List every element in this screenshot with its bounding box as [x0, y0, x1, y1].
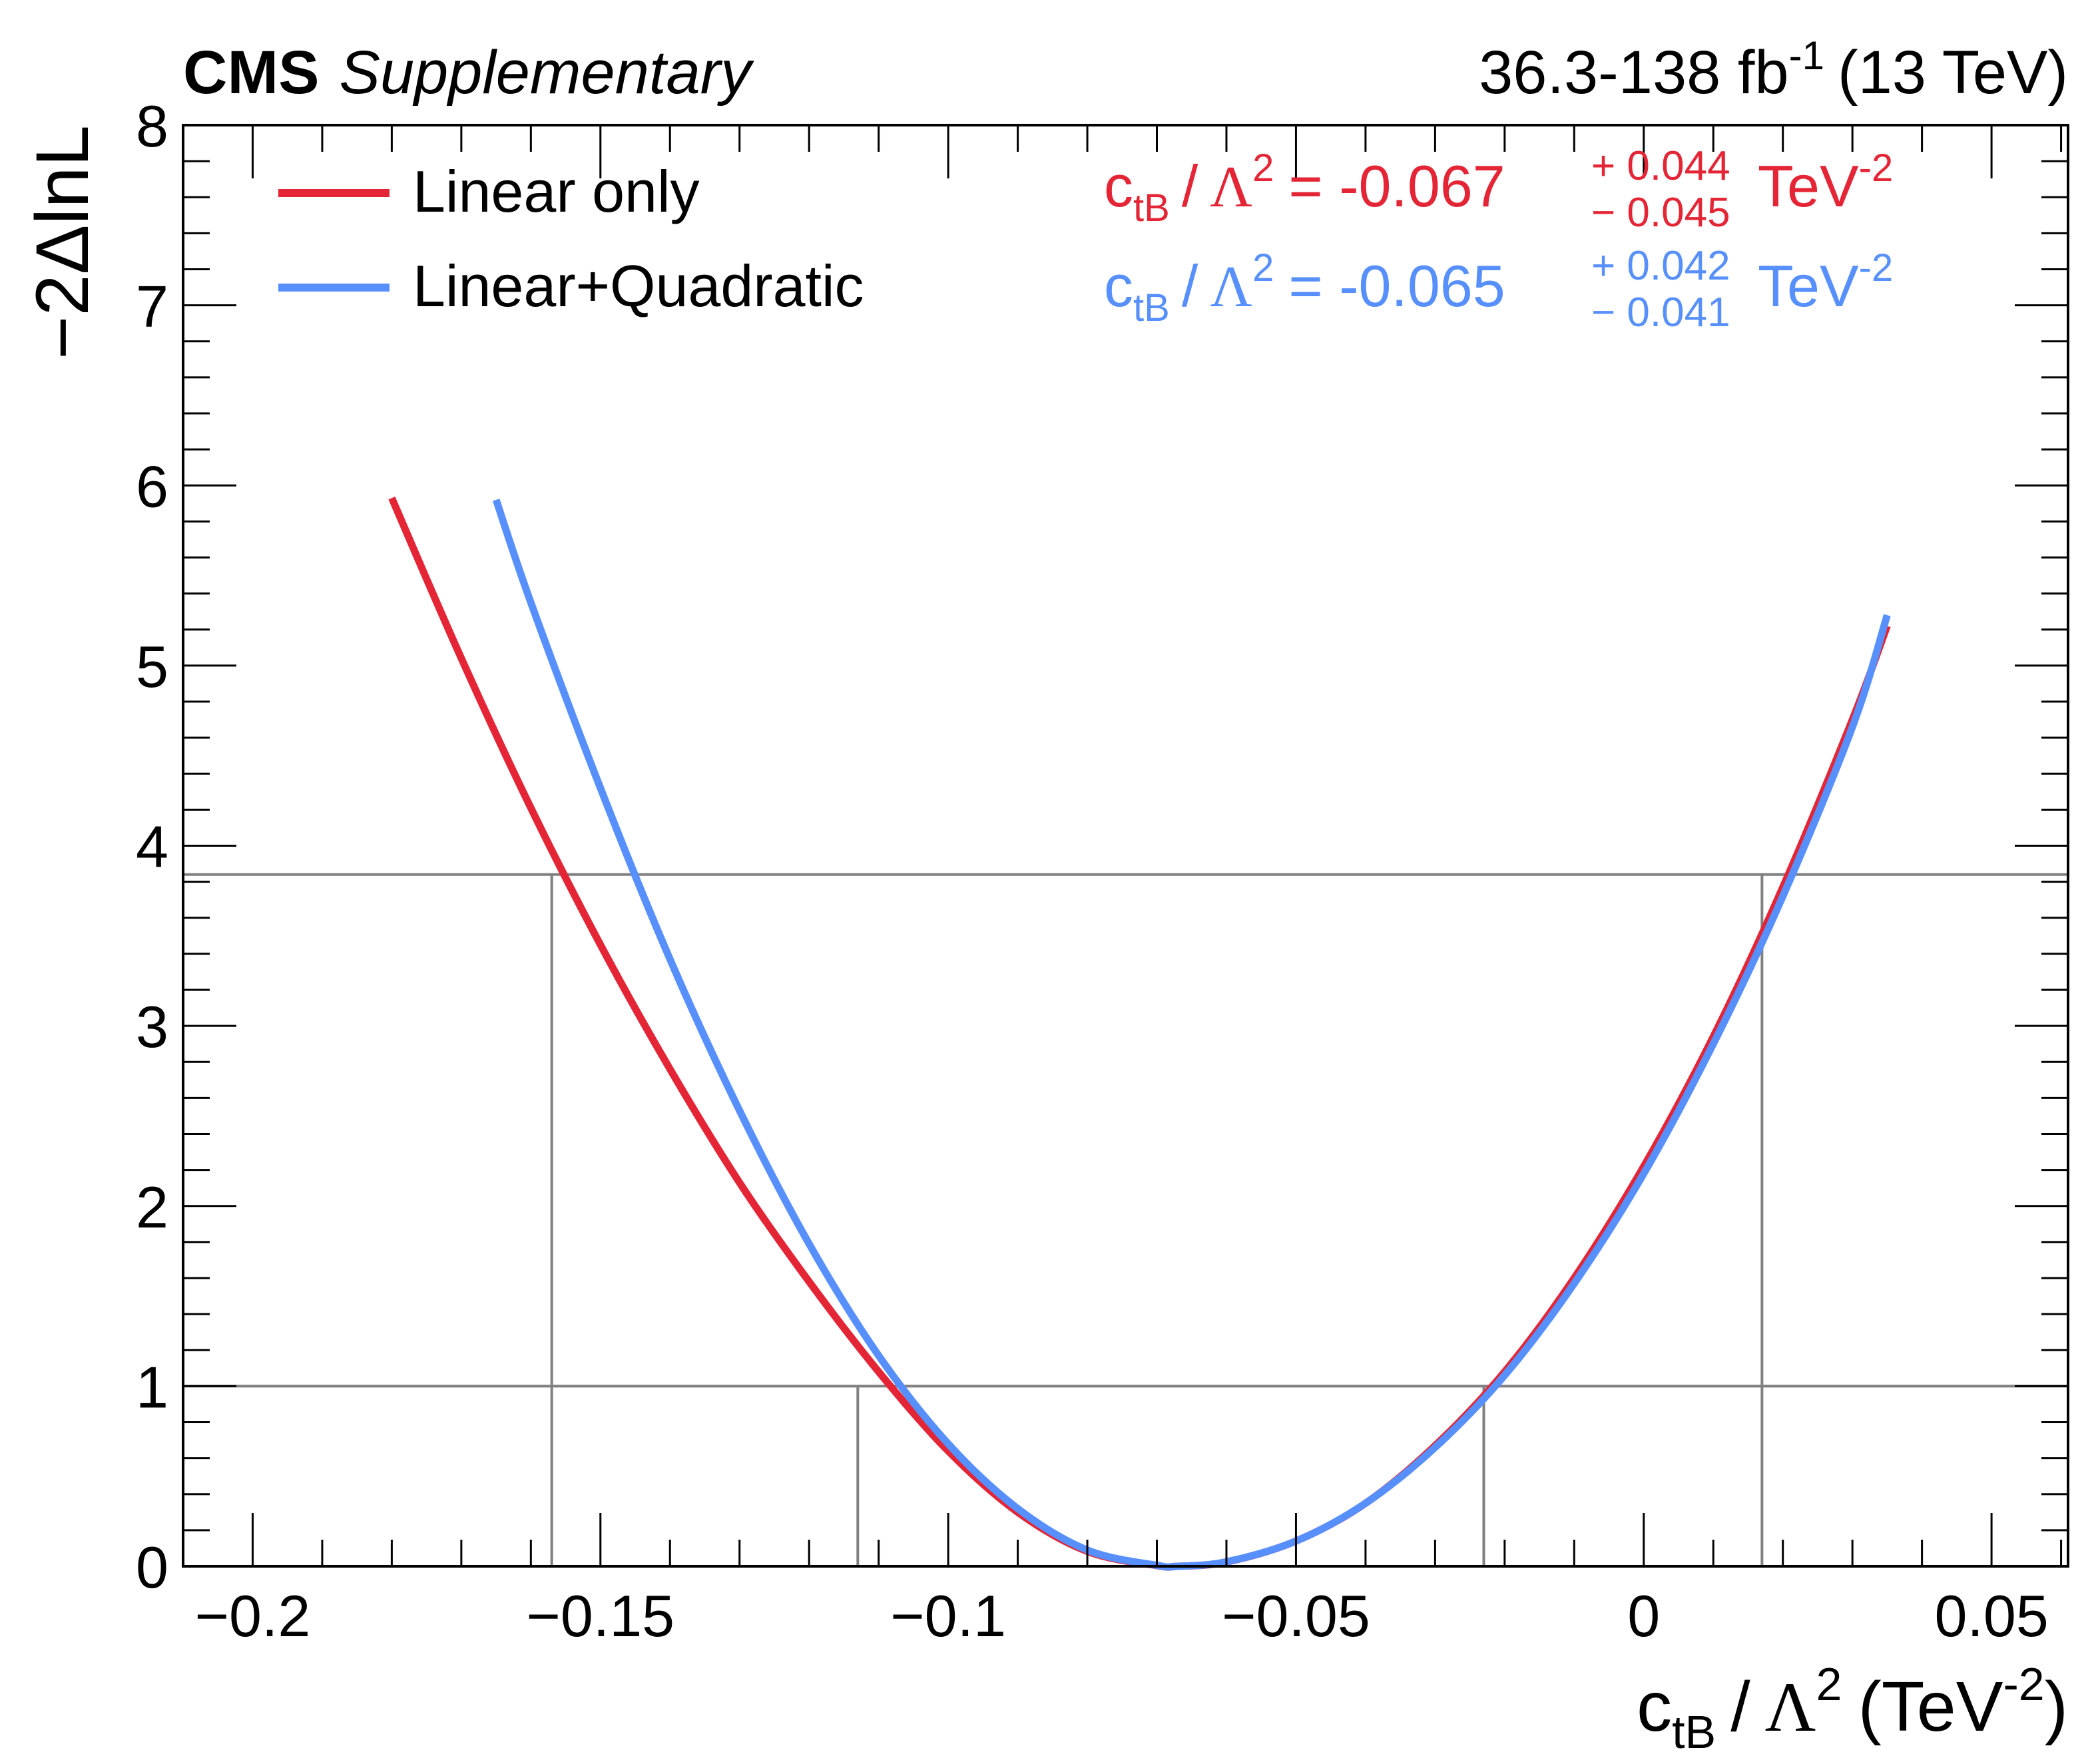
y-tick-label: 1	[136, 1354, 168, 1420]
x-axis-ticks: −0.2 −0.15 −0.1 −0.05 0 0.05	[182, 125, 2063, 1649]
x-title-c: c	[1637, 1667, 1672, 1746]
y-tick-label: 6	[136, 453, 168, 519]
y-tick-label: 2	[136, 1174, 168, 1240]
legend-label-linear-only: Linear only	[413, 158, 700, 224]
result-quad-square: 2	[1252, 246, 1274, 290]
result-linear-only-unit: TeV-2	[1758, 146, 1893, 219]
y-axis-title: −2ΔlnL	[21, 125, 104, 359]
result-quad-subscript: tB	[1133, 286, 1170, 330]
threshold-lines	[183, 873, 2068, 1566]
y-tick-label: 4	[136, 814, 168, 880]
result-linear-c: c	[1104, 153, 1133, 219]
lumi-header: 36.3-138 fb-1 (13 TeV)	[1479, 33, 2068, 107]
result-linear-best-fit: -0.067	[1339, 153, 1505, 219]
result-linear-quadratic-err-down: − 0.041	[1591, 290, 1730, 335]
status-label: Supplementary	[339, 39, 754, 107]
x-title-square: 2	[1816, 1658, 1842, 1710]
result-quad-lambda: Λ	[1210, 255, 1252, 320]
x-tick-label: −0.15	[526, 1583, 674, 1649]
result-linear-only: ctB / Λ2 = -0.067 + 0.044 − 0.045 TeV-2	[1104, 143, 1893, 236]
x-axis-title: ctB / Λ2 (TeV-2)	[1637, 1658, 2068, 1758]
x-tick-label: 0	[1627, 1583, 1660, 1649]
y-tick-label: 0	[136, 1534, 168, 1600]
result-linear-slash: /	[1182, 153, 1198, 219]
result-quad-slash: /	[1182, 253, 1198, 319]
result-linear-subscript: tB	[1133, 186, 1170, 230]
y-tick-label: 7	[136, 274, 168, 339]
result-quad-c: c	[1104, 253, 1133, 319]
result-linear-lambda: Λ	[1210, 155, 1252, 220]
y-tick-label: 5	[136, 634, 168, 700]
y-tick-label: 3	[136, 994, 168, 1060]
energy-label: (13 TeV)	[1838, 39, 2068, 107]
x-title-unit-close: )	[2045, 1667, 2068, 1746]
y-tick-label: 8	[136, 93, 168, 159]
y-axis-ticks: 0 1 2 3 4 5 6 7 8	[136, 93, 2068, 1600]
experiment-header: CMS Supplementary	[183, 39, 754, 107]
legend: Linear only Linear+Quadratic	[278, 158, 864, 319]
result-linear-square: 2	[1252, 146, 1274, 190]
result-linear-quadratic-unit: TeV-2	[1758, 246, 1893, 319]
x-tick-label: −0.2	[195, 1583, 311, 1649]
result-linear-only-main: ctB / Λ2 = -0.067	[1104, 146, 1505, 230]
x-title-unit: (TeV	[1858, 1667, 2003, 1746]
x-tick-label: −0.1	[890, 1583, 1006, 1649]
result-linear-only-err-down: − 0.045	[1591, 190, 1730, 236]
result-linear-quadratic-err-up: + 0.042	[1591, 243, 1730, 289]
x-title-unit-exponent: -2	[2003, 1658, 2044, 1710]
x-title-slash: /	[1730, 1667, 1750, 1746]
x-title-lambda: Λ	[1765, 1668, 1816, 1746]
lumi-label: 36.3-138 fb	[1479, 39, 1788, 107]
x-title-subscript: tB	[1672, 1706, 1716, 1758]
result-linear-quadratic: ctB / Λ2 = -0.065 + 0.042 − 0.041 TeV-2	[1104, 243, 1893, 335]
legend-label-linear-quadratic: Linear+Quadratic	[413, 253, 864, 319]
x-tick-label: −0.05	[1222, 1583, 1370, 1649]
experiment-label: CMS	[183, 39, 319, 107]
result-quad-best-fit: -0.065	[1339, 253, 1505, 319]
x-tick-label: 0.05	[1934, 1583, 2048, 1649]
lumi-exponent: -1	[1789, 33, 1824, 78]
result-linear-only-err-up: + 0.044	[1591, 143, 1730, 189]
result-linear-quadratic-main: ctB / Λ2 = -0.065	[1104, 246, 1505, 330]
